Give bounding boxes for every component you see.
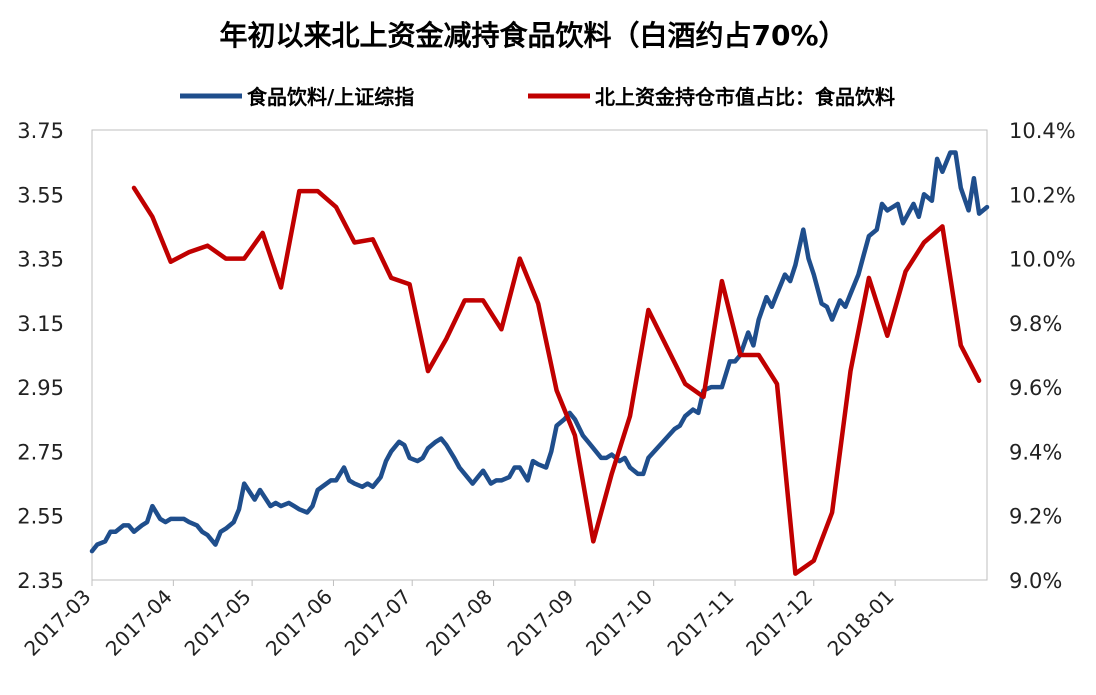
y-right-tick-label: 10.4%: [1009, 119, 1076, 143]
x-tick-label: 2017-06: [261, 585, 337, 661]
y-left-tick-label: 3.15: [17, 312, 64, 336]
y-left-tick-label: 3.75: [17, 119, 64, 143]
x-tick-label: 2017-07: [340, 585, 416, 661]
y-left-tick-label: 3.35: [17, 248, 64, 272]
y-right-tick-label: 10.0%: [1009, 248, 1076, 272]
x-tick-label: 2017-10: [581, 585, 657, 661]
series-line-2: [131, 185, 982, 576]
y-left-tick-label: 2.35: [17, 569, 64, 593]
y-left-tick-label: 3.55: [17, 183, 64, 207]
chart-marks: 2.35 2.55 2.75 2.95 3.15 3.35 3.55 3.75 9.0% 9.2%…: [17, 119, 1075, 661]
y-right-tick-label: 10.2%: [1009, 183, 1076, 207]
y-right-tick-label: 9.0%: [1009, 569, 1062, 593]
y-left-tick-label: 2.95: [17, 376, 64, 400]
chart-title: 年初以来北上资金减持食品饮料（白酒约占70%）: [219, 19, 846, 52]
x-tick-label: 2017-11: [663, 585, 739, 661]
x-tick-label: 2017-12: [741, 585, 817, 661]
y-right-tick-label: 9.4%: [1009, 440, 1062, 464]
plot-area: [91, 129, 988, 581]
y-right-tick-label: 9.2%: [1009, 505, 1062, 529]
y-left-tick-label: 2.75: [17, 440, 64, 464]
y-right-tick-label: 9.6%: [1009, 376, 1062, 400]
y-right-tick-label: 9.8%: [1009, 312, 1062, 336]
x-tick-label: 2017-09: [502, 585, 578, 661]
legend-label-series-1: 食品饮料/上证综指: [247, 85, 414, 109]
x-tick-label: 2017-03: [19, 585, 95, 661]
x-tick-label: 2017-05: [180, 585, 256, 661]
y-left-tick-label: 2.55: [17, 505, 64, 529]
legend: 食品饮料/上证综指 北上资金持仓市值占比：食品饮料: [180, 85, 895, 109]
series-line-1: [89, 150, 990, 554]
x-tick-label: 2017-04: [101, 585, 177, 661]
x-tick-label: 2018-01: [823, 585, 899, 661]
legend-label-series-2: 北上资金持仓市值占比：食品饮料: [595, 85, 895, 109]
x-tick-label: 2017-08: [421, 585, 497, 661]
